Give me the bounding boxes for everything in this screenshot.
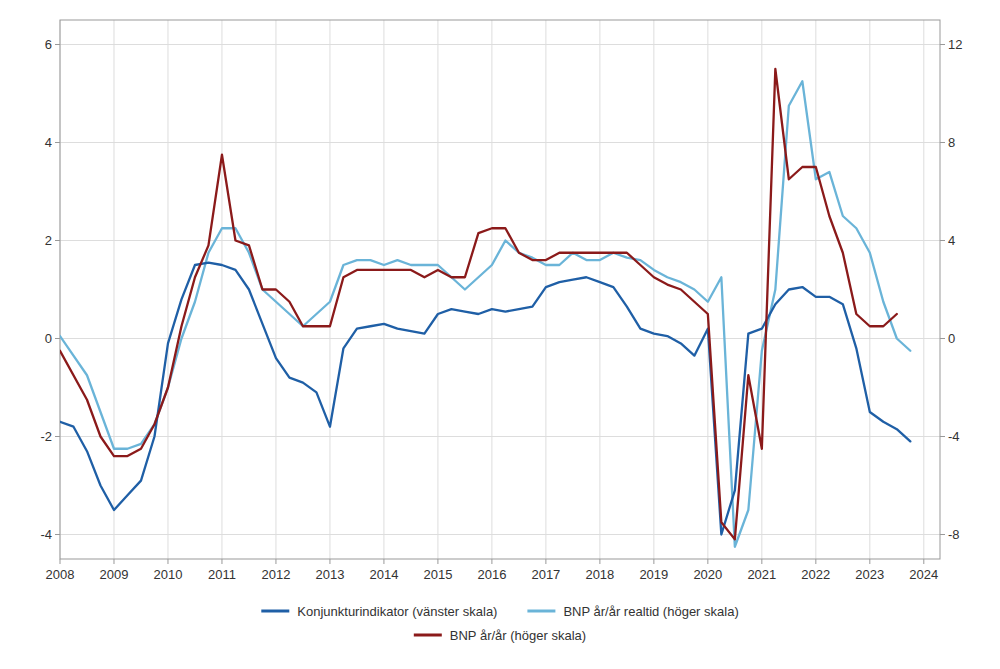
chart: 2008200920102011201220132014201520162017… bbox=[0, 0, 1000, 669]
x-tick-label: 2018 bbox=[585, 567, 614, 582]
y2-tick bbox=[940, 534, 945, 535]
x-tick bbox=[437, 559, 438, 564]
x-tick-label: 2022 bbox=[801, 567, 830, 582]
x-tick bbox=[60, 559, 61, 564]
y2-tick-label: -4 bbox=[948, 429, 960, 444]
x-tick-label: 2008 bbox=[46, 567, 75, 582]
legend-item: BNP år/år (höger skala) bbox=[414, 628, 586, 643]
grid-line-y bbox=[60, 44, 940, 45]
grid-line-x bbox=[653, 20, 654, 559]
x-tick-label: 2024 bbox=[909, 567, 938, 582]
y-tick-label: 0 bbox=[45, 331, 52, 346]
y-tick bbox=[55, 338, 60, 339]
x-tick bbox=[167, 559, 168, 564]
grid-line-x bbox=[113, 20, 114, 559]
grid-line-x bbox=[923, 20, 924, 559]
x-tick-label: 2016 bbox=[477, 567, 506, 582]
x-tick-label: 2011 bbox=[208, 567, 236, 582]
legend-label: BNP år/år (höger skala) bbox=[450, 628, 586, 643]
y-tick bbox=[55, 142, 60, 143]
series-lines bbox=[60, 69, 910, 547]
x-tick-label: 2017 bbox=[531, 567, 560, 582]
y2-tick-label: 4 bbox=[948, 233, 955, 248]
grid-line-x bbox=[707, 20, 708, 559]
grid-line-y bbox=[60, 436, 940, 437]
y-tick-label: 6 bbox=[45, 37, 52, 52]
grid-line-x bbox=[599, 20, 600, 559]
x-tick-label: 2012 bbox=[261, 567, 290, 582]
x-tick bbox=[545, 559, 546, 564]
legend-item: BNP år/år realtid (höger skala) bbox=[527, 604, 738, 619]
y-tick bbox=[55, 240, 60, 241]
y-tick-label: 2 bbox=[45, 233, 52, 248]
y2-tick bbox=[940, 436, 945, 437]
x-tick bbox=[869, 559, 870, 564]
legend-item: Konjunkturindikator (vänster skala) bbox=[261, 604, 497, 619]
x-tick-label: 2013 bbox=[315, 567, 344, 582]
x-tick-label: 2021 bbox=[747, 567, 776, 582]
x-tick-label: 2023 bbox=[855, 567, 884, 582]
y-tick-label: -4 bbox=[40, 527, 52, 542]
legend-swatch bbox=[527, 610, 555, 613]
legend-swatch bbox=[414, 634, 442, 637]
axes: 2008200920102011201220132014201520162017… bbox=[40, 37, 962, 582]
x-tick bbox=[707, 559, 708, 564]
x-tick bbox=[653, 559, 654, 564]
legend: Konjunkturindikator (vänster skala) BNP å… bbox=[261, 604, 738, 643]
grid-line-x bbox=[167, 20, 168, 559]
grid-line-x bbox=[221, 20, 222, 559]
series-line bbox=[60, 81, 910, 547]
grid-line-y bbox=[60, 142, 940, 143]
x-tick bbox=[275, 559, 276, 564]
grid-line-x bbox=[437, 20, 438, 559]
grid-line-y bbox=[60, 534, 940, 535]
x-tick bbox=[113, 559, 114, 564]
y2-tick-label: -8 bbox=[948, 527, 960, 542]
grid-line-x bbox=[383, 20, 384, 559]
y2-tick bbox=[940, 240, 945, 241]
grid bbox=[60, 20, 940, 559]
grid-line-x bbox=[491, 20, 492, 559]
grid-line-y bbox=[60, 338, 940, 339]
y2-tick-label: 12 bbox=[948, 37, 962, 52]
y2-tick-label: 8 bbox=[948, 135, 955, 150]
x-tick bbox=[599, 559, 600, 564]
x-tick-label: 2010 bbox=[154, 567, 183, 582]
plot-frame bbox=[60, 20, 940, 559]
x-tick-label: 2015 bbox=[423, 567, 452, 582]
grid-line-y bbox=[60, 240, 940, 241]
x-tick bbox=[221, 559, 222, 564]
y-tick-label: -2 bbox=[40, 429, 52, 444]
y-tick-label: 4 bbox=[45, 135, 52, 150]
y2-tick bbox=[940, 142, 945, 143]
x-tick bbox=[815, 559, 816, 564]
y2-tick bbox=[940, 338, 945, 339]
legend-label: BNP år/år realtid (höger skala) bbox=[563, 604, 738, 619]
x-tick bbox=[383, 559, 384, 564]
x-tick-label: 2020 bbox=[693, 567, 722, 582]
y2-tick-label: 0 bbox=[948, 331, 955, 346]
y2-tick bbox=[940, 44, 945, 45]
y-tick bbox=[55, 436, 60, 437]
legend-label: Konjunkturindikator (vänster skala) bbox=[297, 604, 497, 619]
x-tick bbox=[329, 559, 330, 564]
x-tick-label: 2019 bbox=[639, 567, 668, 582]
series-line bbox=[60, 69, 897, 539]
y-tick bbox=[55, 44, 60, 45]
x-tick bbox=[491, 559, 492, 564]
x-tick-label: 2009 bbox=[100, 567, 129, 582]
legend-swatch bbox=[261, 610, 289, 613]
y-tick bbox=[55, 534, 60, 535]
grid-line-x bbox=[329, 20, 330, 559]
x-tick-label: 2014 bbox=[369, 567, 398, 582]
grid-line-x bbox=[815, 20, 816, 559]
x-tick bbox=[923, 559, 924, 564]
x-tick bbox=[761, 559, 762, 564]
grid-line-x bbox=[761, 20, 762, 559]
grid-line-x bbox=[869, 20, 870, 559]
